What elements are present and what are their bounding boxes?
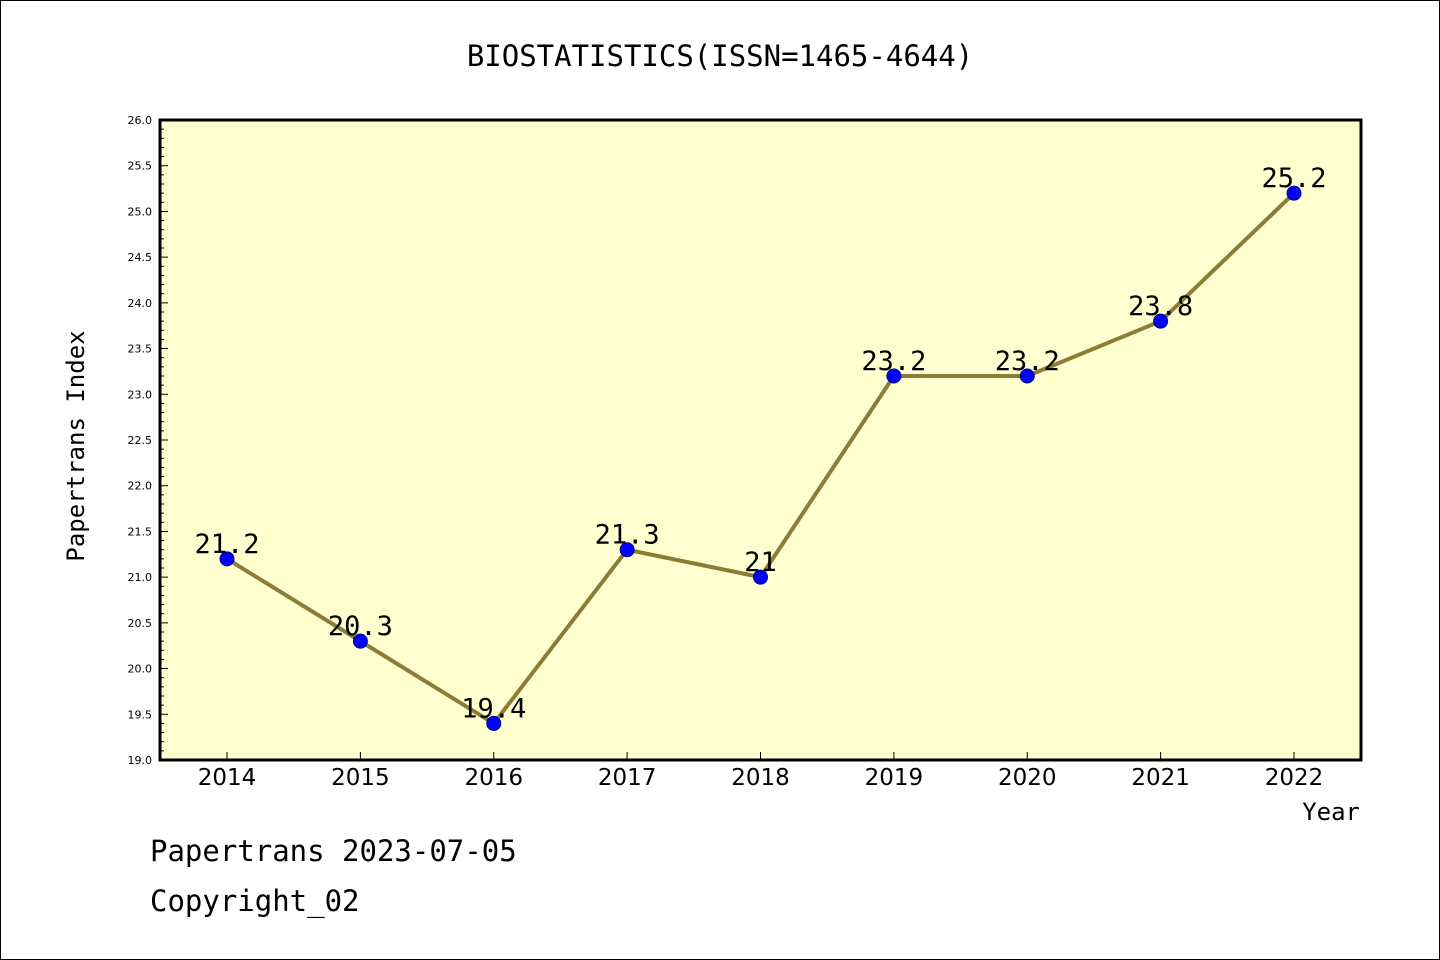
footer-date: Papertrans 2023-07-05	[150, 834, 517, 868]
data-label: 21.3	[595, 520, 660, 551]
x-tick-label: 2016	[464, 765, 523, 791]
y-tick-label: 26.0	[128, 114, 153, 127]
y-tick-label: 24.5	[128, 251, 153, 264]
x-tick-label: 2018	[731, 765, 790, 791]
data-point	[352, 633, 368, 649]
footer-copyright: Copyright_02	[150, 884, 360, 918]
x-axis: 2014 2015 2016 2017 2018 2019 2020 2021 2022	[198, 752, 1324, 791]
data-label: 21	[744, 547, 777, 578]
y-tick-label: 24.0	[128, 297, 153, 310]
x-tick-label: 2022	[1265, 765, 1324, 791]
data-label: 20.3	[328, 611, 393, 642]
x-tick-label: 2019	[865, 765, 924, 791]
x-axis-label: Year	[1302, 798, 1360, 826]
y-tick-label: 25.0	[128, 205, 153, 218]
data-point	[886, 368, 902, 384]
data-label: 21.2	[194, 529, 259, 560]
plot-area	[158, 118, 1363, 762]
x-tick-label: 2021	[1131, 765, 1190, 791]
data-point	[219, 551, 235, 567]
data-point	[1019, 368, 1035, 384]
y-tick-label: 23.0	[128, 388, 153, 401]
y-axis: 19.0 19.5 20.0 20.5 21.0 21.5 22.0 22.5 23.0 23.5…	[128, 114, 168, 767]
y-tick-label: 23.5	[128, 343, 153, 356]
data-label: 25.2	[1261, 163, 1326, 194]
y-tick-label: 19.5	[128, 708, 153, 721]
data-label: 23.2	[861, 346, 926, 377]
x-tick-label: 2017	[598, 765, 657, 791]
data-label: 19.4	[461, 693, 526, 724]
x-tick-label: 2020	[998, 765, 1057, 791]
data-label: 23.2	[995, 346, 1060, 377]
series: 21.2 20.3 19.4 21.3 21 23.2 23.2 23.8 25.2	[194, 163, 1327, 731]
data-point	[753, 569, 768, 585]
x-tick-label: 2014	[198, 765, 257, 791]
data-label: 23.8	[1128, 291, 1193, 322]
y-tick-label: 25.5	[128, 160, 153, 173]
y-tick-label: 22.0	[128, 480, 153, 493]
y-tick-label: 21.5	[128, 525, 153, 538]
data-point	[1286, 185, 1302, 201]
y-tick-label: 22.5	[128, 434, 153, 447]
y-tick-label: 20.0	[128, 663, 153, 676]
chart-title: BIOSTATISTICS(ISSN=1465-4644)	[467, 39, 973, 73]
y-axis-label: Papertrans Index	[62, 330, 90, 561]
data-point	[1153, 313, 1169, 329]
data-point	[486, 715, 502, 731]
x-tick-label: 2015	[331, 765, 390, 791]
data-point	[619, 542, 635, 558]
y-tick-label: 21.0	[128, 571, 153, 584]
y-tick-label: 20.5	[128, 617, 153, 630]
y-tick-label: 19.0	[128, 754, 153, 767]
